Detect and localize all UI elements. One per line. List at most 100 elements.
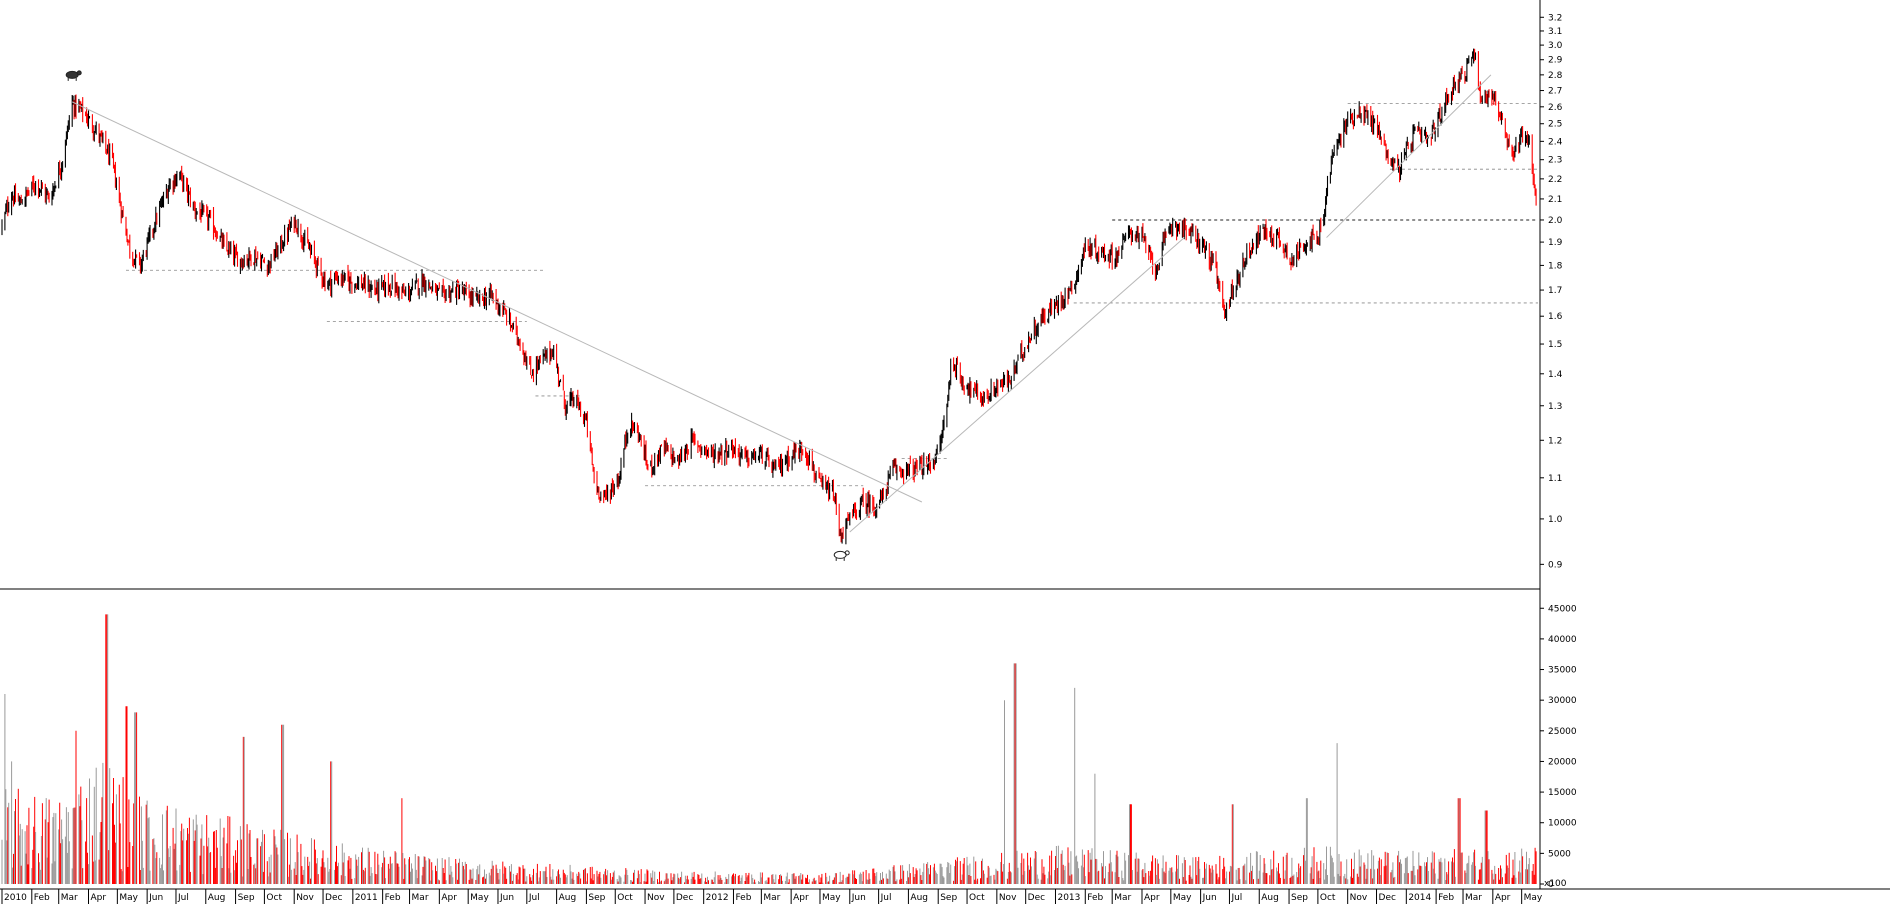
x-tick-label: Mar bbox=[1114, 893, 1131, 903]
y-tick-label: 2.2 bbox=[1548, 175, 1562, 185]
x-tick-label: Feb bbox=[735, 893, 751, 903]
x-tick-label: Dec bbox=[676, 893, 693, 903]
y-tick-label: 2.8 bbox=[1548, 71, 1563, 81]
x-tick-label: Mar bbox=[1465, 893, 1482, 903]
volume-y-tick-label: 25000 bbox=[1548, 727, 1577, 737]
y-tick-label: 2.7 bbox=[1548, 87, 1562, 97]
x-tick-label: Aug bbox=[910, 893, 928, 903]
x-tick-label: Jun bbox=[499, 893, 514, 903]
x-tick-label: Apr bbox=[91, 893, 107, 903]
x-tick-label: Oct bbox=[617, 893, 633, 903]
bull-icon bbox=[833, 550, 850, 561]
volume-y-tick-label: 20000 bbox=[1548, 757, 1577, 767]
x-tick-label: Nov bbox=[647, 893, 665, 903]
volume-scale-note: x100 bbox=[1544, 879, 1567, 889]
x-tick-label: 2014 bbox=[1408, 893, 1431, 903]
y-tick-label: 1.5 bbox=[1548, 340, 1562, 350]
x-tick-label: Aug bbox=[208, 893, 226, 903]
x-tick-label: Sep bbox=[588, 893, 605, 903]
x-tick-label: Apr bbox=[793, 893, 809, 903]
y-tick-label: 3.0 bbox=[1548, 41, 1563, 51]
x-tick-label: Jul bbox=[177, 893, 189, 903]
volume-y-tick-label: 45000 bbox=[1548, 604, 1577, 614]
y-tick-label: 1.0 bbox=[1548, 515, 1563, 525]
y-tick-label: 1.7 bbox=[1548, 286, 1562, 296]
y-tick-label: 2.1 bbox=[1548, 195, 1562, 205]
x-tick-label: May bbox=[1173, 893, 1192, 903]
y-tick-label: 2.3 bbox=[1548, 156, 1562, 166]
y-tick-label: 1.8 bbox=[1548, 261, 1563, 271]
volume-panel bbox=[1, 614, 1537, 884]
volume-y-tick-label: 40000 bbox=[1548, 635, 1577, 645]
x-tick-label: 2011 bbox=[355, 893, 378, 903]
x-tick-label: 2013 bbox=[1057, 893, 1080, 903]
x-tick-label: Aug bbox=[1261, 893, 1279, 903]
trend-line bbox=[849, 237, 1185, 533]
bull-icon-head bbox=[844, 550, 850, 556]
x-tick-label: Dec bbox=[1028, 893, 1045, 903]
x-tick-label: Sep bbox=[238, 893, 255, 903]
x-tick-label: Jul bbox=[880, 893, 892, 903]
bear-icon-body bbox=[65, 70, 79, 79]
chart-markers bbox=[65, 70, 850, 561]
x-tick-label: Sep bbox=[1291, 893, 1308, 903]
trend-line bbox=[1326, 74, 1492, 238]
x-tick-label: Apr bbox=[1495, 893, 1511, 903]
x-tick-label: Aug bbox=[559, 893, 577, 903]
bear-icon-head bbox=[76, 70, 82, 76]
y-tick-label: 1.1 bbox=[1548, 474, 1562, 484]
x-tick-label: May bbox=[822, 893, 841, 903]
x-tick-label: Dec bbox=[1379, 893, 1396, 903]
x-tick-label: 2010 bbox=[4, 893, 27, 903]
x-tick-label: May bbox=[1524, 893, 1543, 903]
x-tick-label: Nov bbox=[999, 893, 1017, 903]
bear-icon bbox=[65, 70, 82, 81]
volume-y-tick-label: 35000 bbox=[1548, 666, 1577, 676]
x-tick-label: Apr bbox=[441, 893, 457, 903]
volume-y-tick-label: 30000 bbox=[1548, 696, 1577, 706]
x-tick-label: Mar bbox=[763, 893, 780, 903]
y-tick-label: 1.9 bbox=[1548, 238, 1563, 248]
trend-lines bbox=[71, 74, 1492, 533]
volume-y-tick-label: 10000 bbox=[1548, 819, 1577, 829]
x-tick-label: Mar bbox=[61, 893, 78, 903]
x-tick-label: Nov bbox=[296, 893, 314, 903]
y-tick-label: 1.4 bbox=[1548, 370, 1563, 380]
x-tick-label: Sep bbox=[940, 893, 957, 903]
x-tick-label: Oct bbox=[1320, 893, 1336, 903]
y-tick-label: 1.2 bbox=[1548, 436, 1562, 446]
x-tick-label: Nov bbox=[1350, 893, 1368, 903]
x-tick-label: May bbox=[119, 893, 138, 903]
x-tick-label: 2012 bbox=[706, 893, 729, 903]
y-tick-label: 2.5 bbox=[1548, 120, 1562, 130]
y-tick-label: 1.3 bbox=[1548, 402, 1562, 412]
volume-y-tick-label: 15000 bbox=[1548, 788, 1577, 798]
x-tick-label: Feb bbox=[385, 893, 401, 903]
volume-y-tick-label: 0 bbox=[1548, 880, 1554, 890]
x-tick-label: Feb bbox=[1087, 893, 1103, 903]
x-tick-label: Jul bbox=[1230, 893, 1242, 903]
volume-y-tick-label: 5000 bbox=[1548, 849, 1571, 859]
y-tick-label: 0.9 bbox=[1548, 560, 1563, 570]
x-tick-label: Mar bbox=[412, 893, 429, 903]
trend-line bbox=[71, 101, 923, 503]
y-tick-label: 2.0 bbox=[1548, 216, 1563, 226]
x-tick-label: Jun bbox=[1202, 893, 1217, 903]
y-tick-label: 2.4 bbox=[1548, 137, 1563, 147]
x-tick-label: May bbox=[470, 893, 489, 903]
x-tick-label: Feb bbox=[34, 893, 50, 903]
x-tick-label: Jun bbox=[851, 893, 866, 903]
x-tick-label: Apr bbox=[1144, 893, 1160, 903]
y-tick-label: 2.9 bbox=[1548, 56, 1563, 66]
y-tick-label: 2.6 bbox=[1548, 103, 1563, 113]
y-tick-label: 3.2 bbox=[1548, 13, 1562, 23]
x-tick-label: Jul bbox=[528, 893, 540, 903]
price-panel bbox=[1, 48, 1537, 545]
x-tick-label: Dec bbox=[325, 893, 342, 903]
y-tick-label: 1.6 bbox=[1548, 312, 1563, 322]
x-tick-label: Oct bbox=[969, 893, 985, 903]
